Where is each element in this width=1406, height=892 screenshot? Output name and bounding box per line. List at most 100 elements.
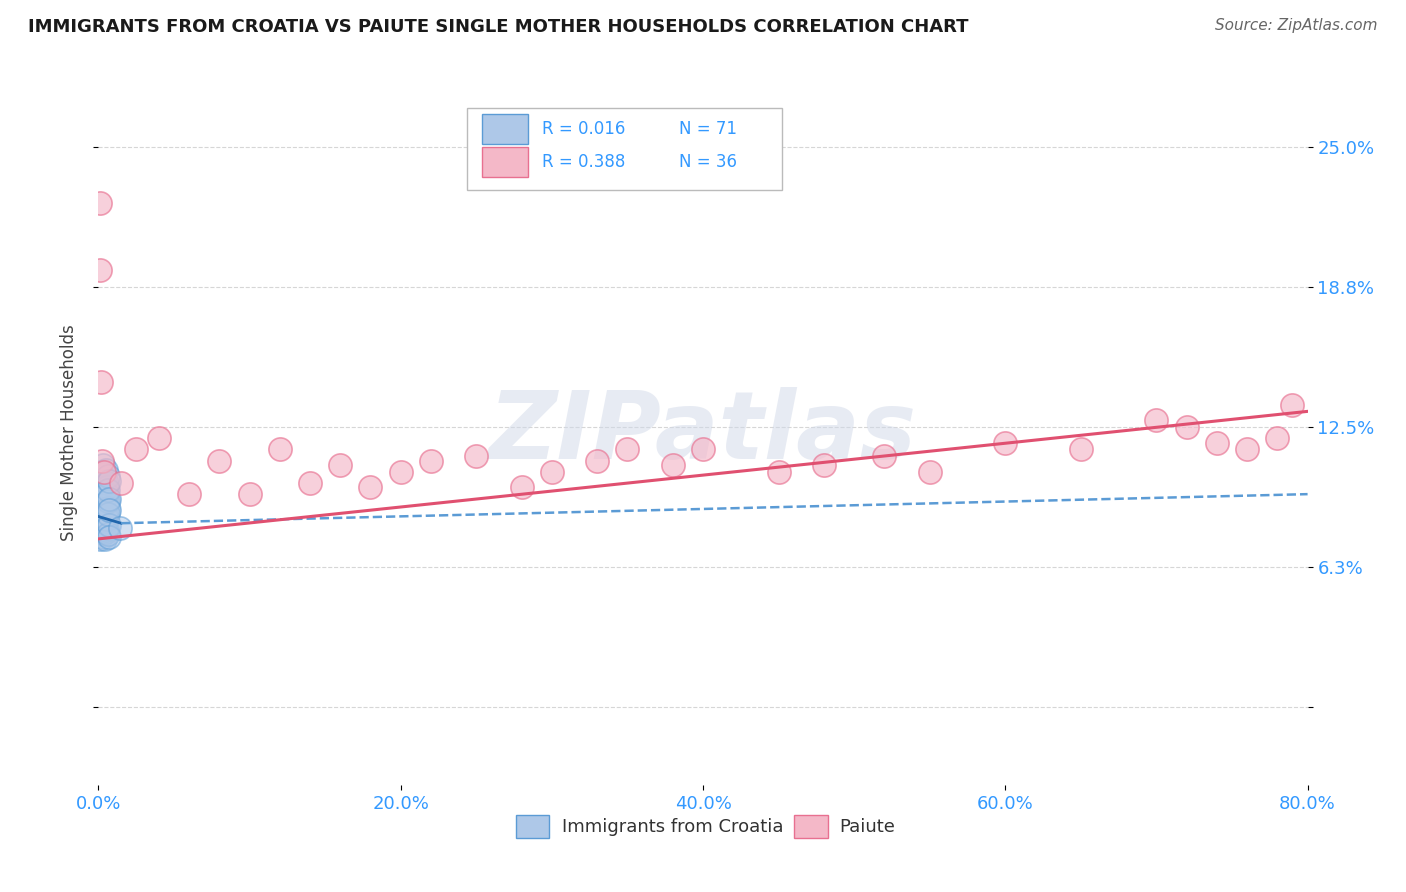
- Point: [110, 475, 132, 490]
- Point: [93, 475, 115, 490]
- Point: [97, 518, 120, 533]
- Point: [586, 453, 609, 467]
- Point: [768, 465, 790, 479]
- Point: [90, 521, 112, 535]
- Point: [90, 525, 112, 540]
- Point: [94, 483, 117, 497]
- Point: [1070, 442, 1092, 457]
- Point: [94, 499, 117, 513]
- Point: [89, 196, 111, 211]
- Point: [90, 512, 112, 526]
- Point: [96, 509, 118, 524]
- Point: [90, 484, 112, 499]
- Point: [89, 503, 111, 517]
- Point: [179, 487, 201, 501]
- Point: [299, 475, 322, 490]
- Point: [90, 465, 112, 479]
- Point: [97, 500, 120, 515]
- Text: N = 36: N = 36: [679, 153, 737, 171]
- Point: [93, 518, 115, 533]
- Point: [93, 503, 115, 517]
- Point: [97, 469, 120, 483]
- Point: [94, 516, 117, 531]
- Text: R = 0.388: R = 0.388: [543, 153, 626, 171]
- Point: [87, 480, 110, 494]
- Point: [93, 487, 115, 501]
- Point: [91, 474, 114, 488]
- Point: [420, 453, 443, 467]
- Point: [96, 512, 118, 526]
- Point: [90, 469, 112, 483]
- Point: [93, 467, 115, 481]
- Point: [91, 514, 114, 528]
- Point: [97, 527, 120, 541]
- Point: [97, 508, 120, 522]
- Point: [329, 458, 352, 472]
- Point: [97, 530, 120, 544]
- Point: [97, 474, 120, 488]
- Text: IMMIGRANTS FROM CROATIA VS PAIUTE SINGLE MOTHER HOUSEHOLDS CORRELATION CHART: IMMIGRANTS FROM CROATIA VS PAIUTE SINGLE…: [28, 18, 969, 36]
- Point: [94, 478, 117, 492]
- Point: [813, 458, 835, 472]
- Point: [389, 465, 412, 479]
- Point: [91, 508, 114, 522]
- Point: [89, 471, 111, 485]
- Point: [90, 505, 112, 519]
- FancyBboxPatch shape: [467, 109, 782, 189]
- Point: [918, 465, 941, 479]
- Point: [93, 465, 115, 479]
- Point: [91, 493, 114, 508]
- Point: [96, 521, 118, 535]
- Point: [87, 493, 110, 508]
- Point: [91, 453, 114, 467]
- Point: [94, 525, 117, 540]
- Point: [108, 521, 131, 535]
- Text: N = 71: N = 71: [679, 120, 737, 138]
- Point: [540, 465, 562, 479]
- Y-axis label: Single Mother Households: Single Mother Households: [59, 325, 77, 541]
- Point: [93, 491, 115, 506]
- Point: [148, 431, 170, 445]
- Point: [89, 499, 111, 513]
- Point: [465, 449, 488, 463]
- Point: [94, 471, 117, 485]
- Point: [91, 527, 114, 541]
- Point: [91, 480, 114, 494]
- Point: [94, 505, 117, 519]
- Point: [98, 503, 121, 517]
- Point: [93, 521, 115, 535]
- Point: [89, 263, 111, 277]
- FancyBboxPatch shape: [482, 114, 527, 144]
- Point: [97, 483, 120, 497]
- Point: [661, 458, 683, 472]
- Point: [94, 509, 117, 524]
- Text: R = 0.016: R = 0.016: [543, 120, 626, 138]
- FancyBboxPatch shape: [793, 815, 828, 838]
- Point: [208, 453, 231, 467]
- Point: [1236, 442, 1258, 457]
- Point: [91, 458, 114, 472]
- Point: [96, 480, 118, 494]
- Point: [87, 487, 110, 501]
- Point: [89, 475, 111, 490]
- Text: Immigrants from Croatia: Immigrants from Croatia: [561, 818, 783, 836]
- Point: [97, 493, 120, 508]
- FancyBboxPatch shape: [516, 815, 550, 838]
- Point: [692, 442, 714, 457]
- Point: [90, 496, 112, 510]
- Point: [125, 442, 148, 457]
- Point: [96, 475, 118, 490]
- Point: [91, 489, 114, 503]
- Point: [94, 514, 117, 528]
- Point: [96, 496, 118, 510]
- Point: [239, 487, 262, 501]
- Point: [96, 523, 118, 537]
- Point: [1281, 398, 1303, 412]
- Point: [98, 491, 121, 506]
- Point: [994, 435, 1017, 450]
- Text: Source: ZipAtlas.com: Source: ZipAtlas.com: [1215, 18, 1378, 33]
- Point: [89, 516, 111, 531]
- Point: [1175, 420, 1198, 434]
- Point: [91, 523, 114, 537]
- Point: [93, 530, 115, 544]
